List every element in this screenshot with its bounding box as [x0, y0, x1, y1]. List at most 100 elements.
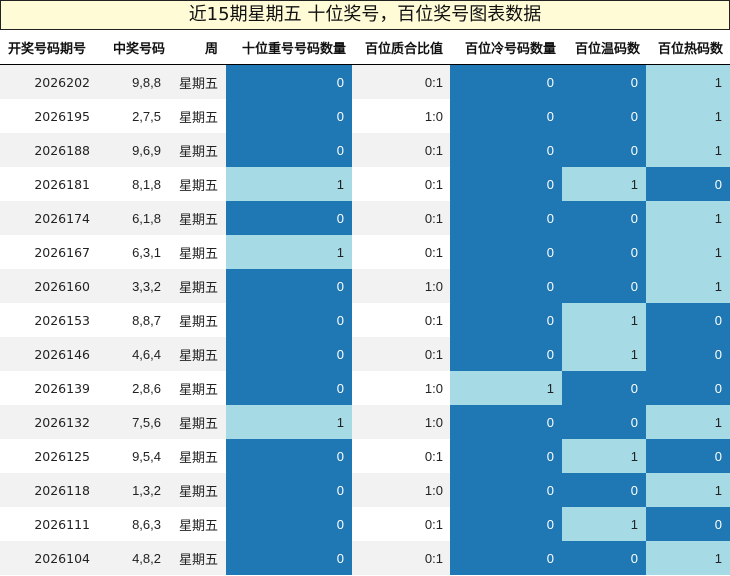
cell-number: 8,6,3 [132, 516, 161, 532]
cell-issue: 2026104 [0, 541, 100, 575]
cell-hundreds-ratio: 1:0 [352, 473, 450, 507]
cell-hundreds-cold: 0 [450, 64, 562, 99]
cell-tens-repeat: 0 [226, 371, 352, 405]
cell-hundreds-ratio: 0:1 [352, 337, 450, 371]
table-row: 2026174 6,1,8 星期五 0 0:1 0 0 1 [0, 201, 730, 235]
col-header-issue: 开奖号码期号 [0, 30, 100, 65]
cell-hundreds-ratio: 0:1 [424, 516, 443, 532]
cell-hundreds-hot: 1 [646, 269, 730, 303]
cell-tens-repeat: 1 [226, 167, 352, 201]
cell-hundreds-ratio: 0:1 [352, 201, 450, 235]
cell-hundreds-ratio: 0:1 [424, 176, 443, 192]
cell-hundreds-warm: 0 [562, 235, 646, 269]
cell-number: 2,8,6 [132, 380, 161, 396]
cell-number: 9,8,8 [100, 64, 168, 99]
table-row: 2026118 1,3,2 星期五 0 1:0 0 0 1 [0, 473, 730, 507]
page-title: 近15期星期五 十位奖号，百位奖号图表数据 [0, 0, 730, 30]
cell-hundreds-cold: 0 [450, 303, 562, 337]
cell-tens-repeat: 0 [226, 99, 352, 133]
cell-issue: 2026153 [34, 312, 90, 328]
col-header-tens-repeat: 十位重号号码数量 [226, 30, 352, 65]
cell-hundreds-warm: 0 [562, 371, 646, 405]
col-header-number: 中奖号码 [100, 30, 168, 65]
cell-number: 4,6,4 [100, 337, 168, 371]
cell-hundreds-warm: 0 [562, 133, 646, 167]
cell-hundreds-cold: 1 [450, 371, 562, 405]
cell-hundreds-hot: 0 [646, 303, 730, 337]
cell-number: 9,5,4 [132, 448, 161, 464]
cell-hundreds-cold: 0 [450, 133, 562, 167]
cell-hundreds-warm: 1 [562, 507, 646, 541]
table-row: 2026202 9,8,8 星期五 0 0:1 0 0 1 [0, 64, 730, 99]
cell-week: 星期五 [168, 541, 226, 575]
cell-issue: 2026195 [34, 108, 90, 124]
cell-tens-repeat: 0 [226, 473, 352, 507]
table-row: 2026181 8,1,8 星期五 1 0:1 0 1 0 [0, 167, 730, 201]
cell-hundreds-ratio: 1:0 [424, 108, 443, 124]
cell-week: 星期五 [178, 177, 218, 193]
cell-hundreds-hot: 0 [646, 371, 730, 405]
table-row: 2026139 2,8,6 星期五 0 1:0 1 0 0 [0, 371, 730, 405]
table-row: 2026160 3,3,2 星期五 0 1:0 0 0 1 [0, 269, 730, 303]
cell-issue: 2026160 [0, 269, 100, 303]
cell-hundreds-cold: 0 [450, 269, 562, 303]
cell-hundreds-hot: 0 [646, 167, 730, 201]
cell-week: 星期五 [168, 405, 226, 439]
cell-hundreds-cold: 0 [450, 473, 562, 507]
cell-issue: 2026132 [0, 405, 100, 439]
cell-number: 1,3,2 [100, 473, 168, 507]
table-row: 2026104 4,8,2 星期五 0 0:1 0 0 1 [0, 541, 730, 575]
cell-tens-repeat: 0 [226, 507, 352, 541]
col-header-week: 周 [168, 30, 226, 65]
cell-tens-repeat: 0 [226, 337, 352, 371]
cell-issue: 2026174 [0, 201, 100, 235]
cell-number: 2,7,5 [132, 108, 161, 124]
cell-week: 星期五 [168, 133, 226, 167]
cell-week: 星期五 [168, 64, 226, 99]
cell-week: 星期五 [178, 245, 218, 261]
cell-hundreds-warm: 0 [562, 473, 646, 507]
cell-number: 6,3,1 [132, 244, 161, 260]
cell-issue: 2026188 [0, 133, 100, 167]
cell-tens-repeat: 0 [226, 269, 352, 303]
cell-week: 星期五 [178, 313, 218, 329]
cell-hundreds-ratio: 0:1 [424, 312, 443, 328]
cell-hundreds-cold: 0 [450, 337, 562, 371]
cell-number: 8,8,7 [132, 312, 161, 328]
col-header-hundreds-hot: 百位热码数 [646, 30, 730, 65]
cell-hundreds-ratio: 1:0 [424, 380, 443, 396]
table-row: 2026195 2,7,5 星期五 0 1:0 0 0 1 [0, 99, 730, 133]
cell-hundreds-cold: 0 [450, 235, 562, 269]
cell-week: 星期五 [178, 449, 218, 465]
cell-hundreds-warm: 1 [562, 337, 646, 371]
cell-number: 8,1,8 [132, 176, 161, 192]
cell-issue: 2026125 [34, 448, 90, 464]
cell-week: 星期五 [178, 381, 218, 397]
cell-hundreds-cold: 0 [450, 99, 562, 133]
table-row: 2026111 8,6,3 星期五 0 0:1 0 1 0 [0, 507, 730, 541]
cell-hundreds-ratio: 0:1 [424, 448, 443, 464]
cell-hundreds-warm: 1 [562, 303, 646, 337]
cell-hundreds-warm: 0 [562, 541, 646, 575]
cell-hundreds-cold: 0 [450, 201, 562, 235]
cell-number: 7,5,6 [100, 405, 168, 439]
cell-hundreds-cold: 0 [450, 541, 562, 575]
cell-issue: 2026167 [34, 244, 90, 260]
cell-week: 星期五 [178, 517, 218, 533]
col-header-hundreds-cold: 百位冷号码数量 [450, 30, 562, 65]
cell-issue: 2026111 [34, 516, 90, 532]
cell-week: 星期五 [168, 337, 226, 371]
col-header-hundreds-warm: 百位温码数 [562, 30, 646, 65]
cell-hundreds-warm: 1 [562, 167, 646, 201]
cell-tens-repeat: 1 [226, 405, 352, 439]
cell-hundreds-ratio: 1:0 [352, 269, 450, 303]
cell-tens-repeat: 0 [226, 133, 352, 167]
lottery-data-table: 开奖号码期号 中奖号码 周 十位重号号码数量 百位质合比值 百位冷号码数量 百位… [0, 30, 730, 575]
cell-hundreds-hot: 1 [646, 541, 730, 575]
cell-tens-repeat: 0 [226, 303, 352, 337]
cell-week: 星期五 [168, 473, 226, 507]
cell-hundreds-hot: 1 [646, 64, 730, 99]
cell-hundreds-ratio: 0:1 [352, 64, 450, 99]
cell-hundreds-ratio: 1:0 [352, 405, 450, 439]
cell-number: 4,8,2 [100, 541, 168, 575]
